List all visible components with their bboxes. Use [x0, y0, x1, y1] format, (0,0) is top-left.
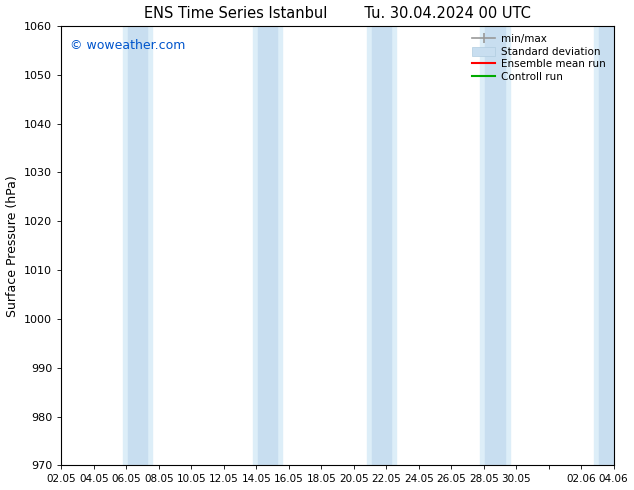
Bar	[258, 26, 277, 466]
Legend: min/max, Standard deviation, Ensemble mean run, Controll run: min/max, Standard deviation, Ensemble me…	[469, 31, 609, 85]
Bar	[372, 26, 391, 466]
Bar	[594, 26, 623, 466]
Bar	[253, 26, 282, 466]
Bar	[481, 26, 510, 466]
Bar	[599, 26, 619, 466]
Title: ENS Time Series Istanbul        Tu. 30.04.2024 00 UTC: ENS Time Series Istanbul Tu. 30.04.2024 …	[144, 5, 531, 21]
Y-axis label: Surface Pressure (hPa): Surface Pressure (hPa)	[6, 175, 18, 317]
Bar	[366, 26, 396, 466]
Bar	[123, 26, 152, 466]
Bar	[128, 26, 147, 466]
Bar	[485, 26, 505, 466]
Text: © woweather.com: © woweather.com	[70, 39, 185, 52]
